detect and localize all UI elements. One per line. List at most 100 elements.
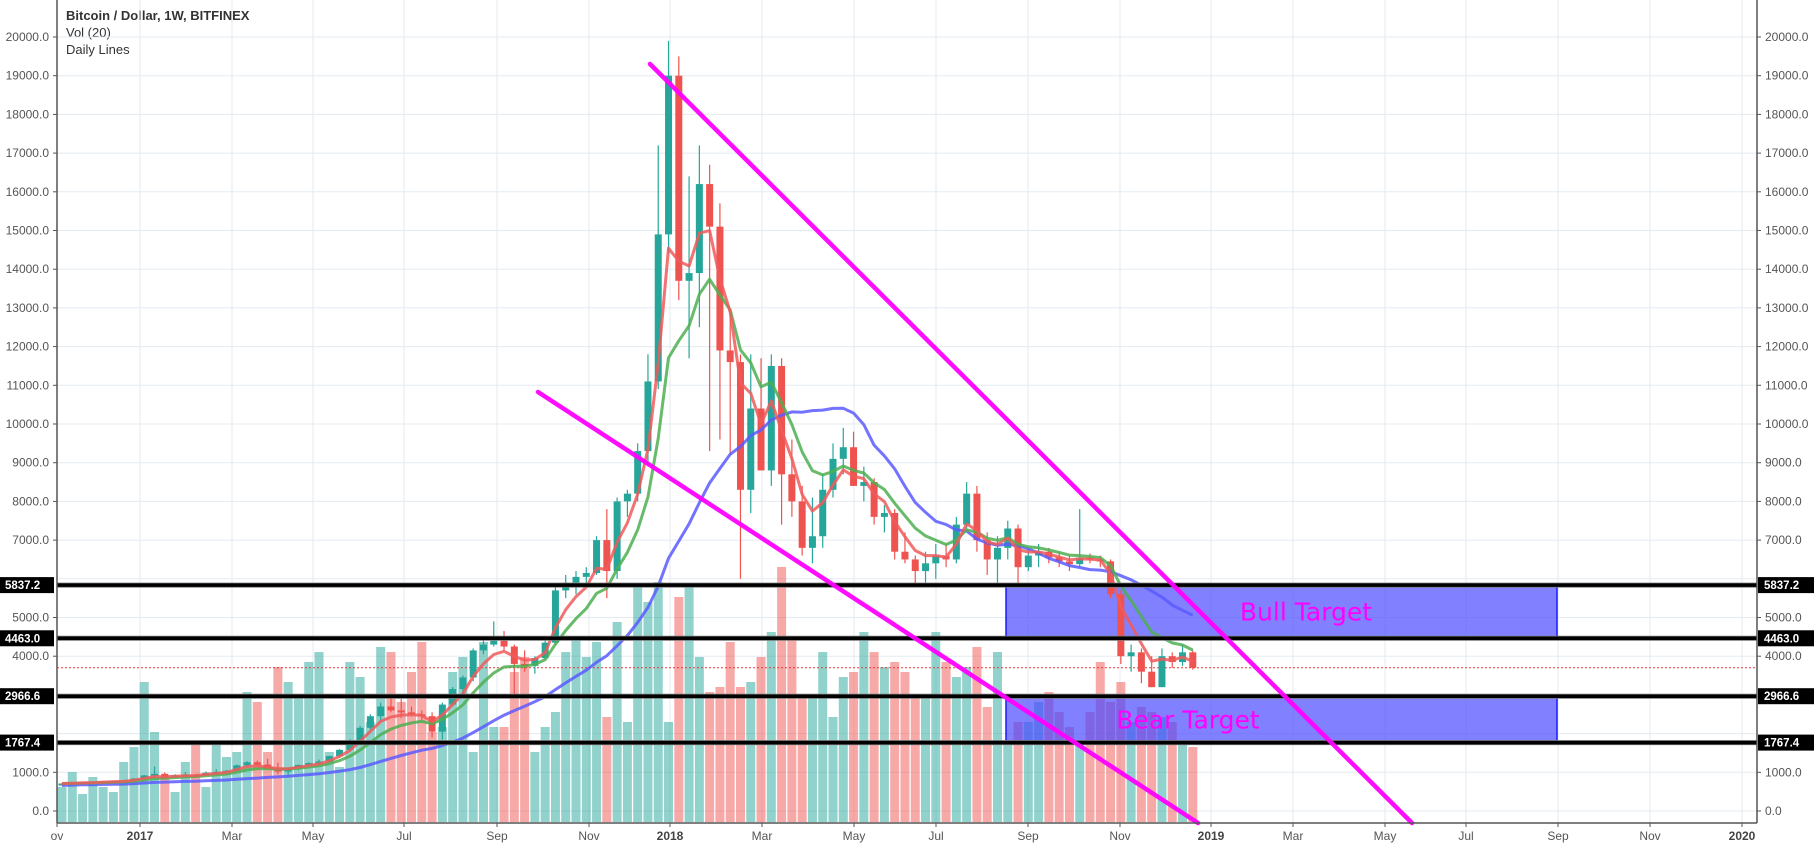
x-tick-label: May xyxy=(843,829,866,843)
axes[interactable]: 0.0 0.0 1000.0 1000.0 4000.0 4000.0 5000.0 5000… xyxy=(6,0,1809,843)
candle-body xyxy=(767,365,775,471)
candle-body xyxy=(366,716,374,728)
volume-bar xyxy=(1157,717,1167,822)
candle-body xyxy=(479,644,487,651)
volume-bar xyxy=(386,652,396,822)
y-tick-label-right: 4000.0 xyxy=(1765,649,1802,663)
y-tick-label-right: 17000.0 xyxy=(1765,146,1809,160)
y-tick-label-left: 1000.0 xyxy=(12,765,49,779)
volume-bar xyxy=(735,687,745,822)
candle-body xyxy=(634,451,642,494)
trendline-lower-support[interactable] xyxy=(535,389,1201,826)
y-tick-label-right: 11000.0 xyxy=(1765,378,1808,392)
y-tick-label-left: 4000.0 xyxy=(12,649,49,663)
volume-bar xyxy=(499,727,509,822)
target-zone-box xyxy=(1005,584,1558,640)
x-tick-label: Sep xyxy=(1547,829,1569,843)
candle-body xyxy=(1127,652,1135,657)
x-tick-label: 2020 xyxy=(1729,829,1756,843)
y-tick-label-right: 0.0 xyxy=(1765,804,1782,818)
candle-body xyxy=(747,408,755,490)
volume-bar xyxy=(448,672,458,822)
volume-indicator-label[interactable]: Vol (20) xyxy=(66,25,111,40)
price-tag xyxy=(0,734,54,751)
volume-bar xyxy=(201,787,211,822)
candle-body xyxy=(572,576,580,583)
candle-body xyxy=(963,493,971,525)
candle-body xyxy=(860,482,868,486)
candle-body xyxy=(1148,671,1156,688)
candle-body xyxy=(973,493,981,541)
volume-bar xyxy=(653,582,663,822)
volume-bar xyxy=(1106,702,1116,822)
volume-bar xyxy=(561,652,571,822)
daily-lines-indicator-label[interactable]: Daily Lines xyxy=(66,42,130,57)
volume-bar xyxy=(530,752,540,822)
volume-bar xyxy=(365,722,375,822)
volume-bar xyxy=(694,657,704,822)
y-tick-label-right: 1000.0 xyxy=(1765,765,1802,779)
y-tick-label-left: 0.0 xyxy=(32,804,49,818)
candle-body xyxy=(726,350,734,363)
candle-body xyxy=(356,727,364,742)
candle-body xyxy=(1117,594,1125,657)
y-tick-label-left: 16000.0 xyxy=(6,185,50,199)
volume-bar xyxy=(725,642,735,822)
candle-body xyxy=(850,447,858,486)
volume-bar xyxy=(232,752,242,822)
price-tag xyxy=(0,688,54,705)
volume-bar xyxy=(612,622,622,822)
trendlines[interactable] xyxy=(535,61,1415,826)
y-tick-label-right: 7000.0 xyxy=(1765,533,1802,547)
y-tick-label-left: 15000.0 xyxy=(6,224,50,238)
zone-labels: Bull Target Bear Target xyxy=(1116,598,1372,735)
candle-body xyxy=(459,677,467,690)
volume-bar xyxy=(407,672,417,822)
volume-bar xyxy=(293,697,303,822)
x-tick-label: Sep xyxy=(1017,829,1039,843)
candle-body xyxy=(469,650,477,678)
candle-body xyxy=(798,501,806,548)
volume-bar xyxy=(684,587,694,822)
x-tick-label: Mar xyxy=(752,829,773,843)
price-tag-label: 5837.2 xyxy=(5,580,40,592)
x-tick-label: Nov xyxy=(1109,829,1130,843)
horizontal-levels[interactable]: 5837.2 5837.2 4463.0 4463.0 2966.6 2966.6 1767… xyxy=(0,577,1814,751)
volume-bar xyxy=(221,757,231,822)
volume-bar xyxy=(283,682,293,822)
price-tag-label: 4463.0 xyxy=(5,633,40,645)
candle-body xyxy=(593,540,601,573)
volume-bar xyxy=(571,637,581,822)
candle-body xyxy=(788,474,796,502)
volume-bar xyxy=(797,697,807,822)
volume-bar xyxy=(715,687,725,822)
candle-body xyxy=(551,590,559,643)
volume-bar xyxy=(468,752,478,822)
volume-bar xyxy=(98,787,108,822)
volume-bar xyxy=(1075,742,1085,822)
candle-body xyxy=(1065,561,1073,565)
volume-bar xyxy=(705,692,715,822)
volume-bar xyxy=(160,777,170,822)
trendline-upper-resistance[interactable] xyxy=(647,61,1415,826)
candle-body xyxy=(891,513,899,552)
volume-bar xyxy=(1126,722,1136,822)
candle-body xyxy=(685,273,693,281)
candle-body xyxy=(870,482,878,517)
price-tag xyxy=(1758,630,1814,647)
y-tick-label-left: 17000.0 xyxy=(6,146,50,160)
x-tick-label: May xyxy=(302,829,325,843)
candle-body xyxy=(500,640,508,647)
volume-bar xyxy=(766,632,776,822)
volume-bar xyxy=(1136,707,1146,822)
candle-body xyxy=(325,756,333,762)
y-tick-label-right: 8000.0 xyxy=(1765,494,1802,508)
y-tick-label-left: 18000.0 xyxy=(6,107,50,121)
volume-bar xyxy=(807,697,817,822)
candle-body xyxy=(819,489,827,537)
volume-bar xyxy=(931,632,941,822)
x-tick-label: 2019 xyxy=(1198,829,1225,843)
volume-bar xyxy=(1023,722,1033,822)
volume-bar xyxy=(489,727,499,822)
